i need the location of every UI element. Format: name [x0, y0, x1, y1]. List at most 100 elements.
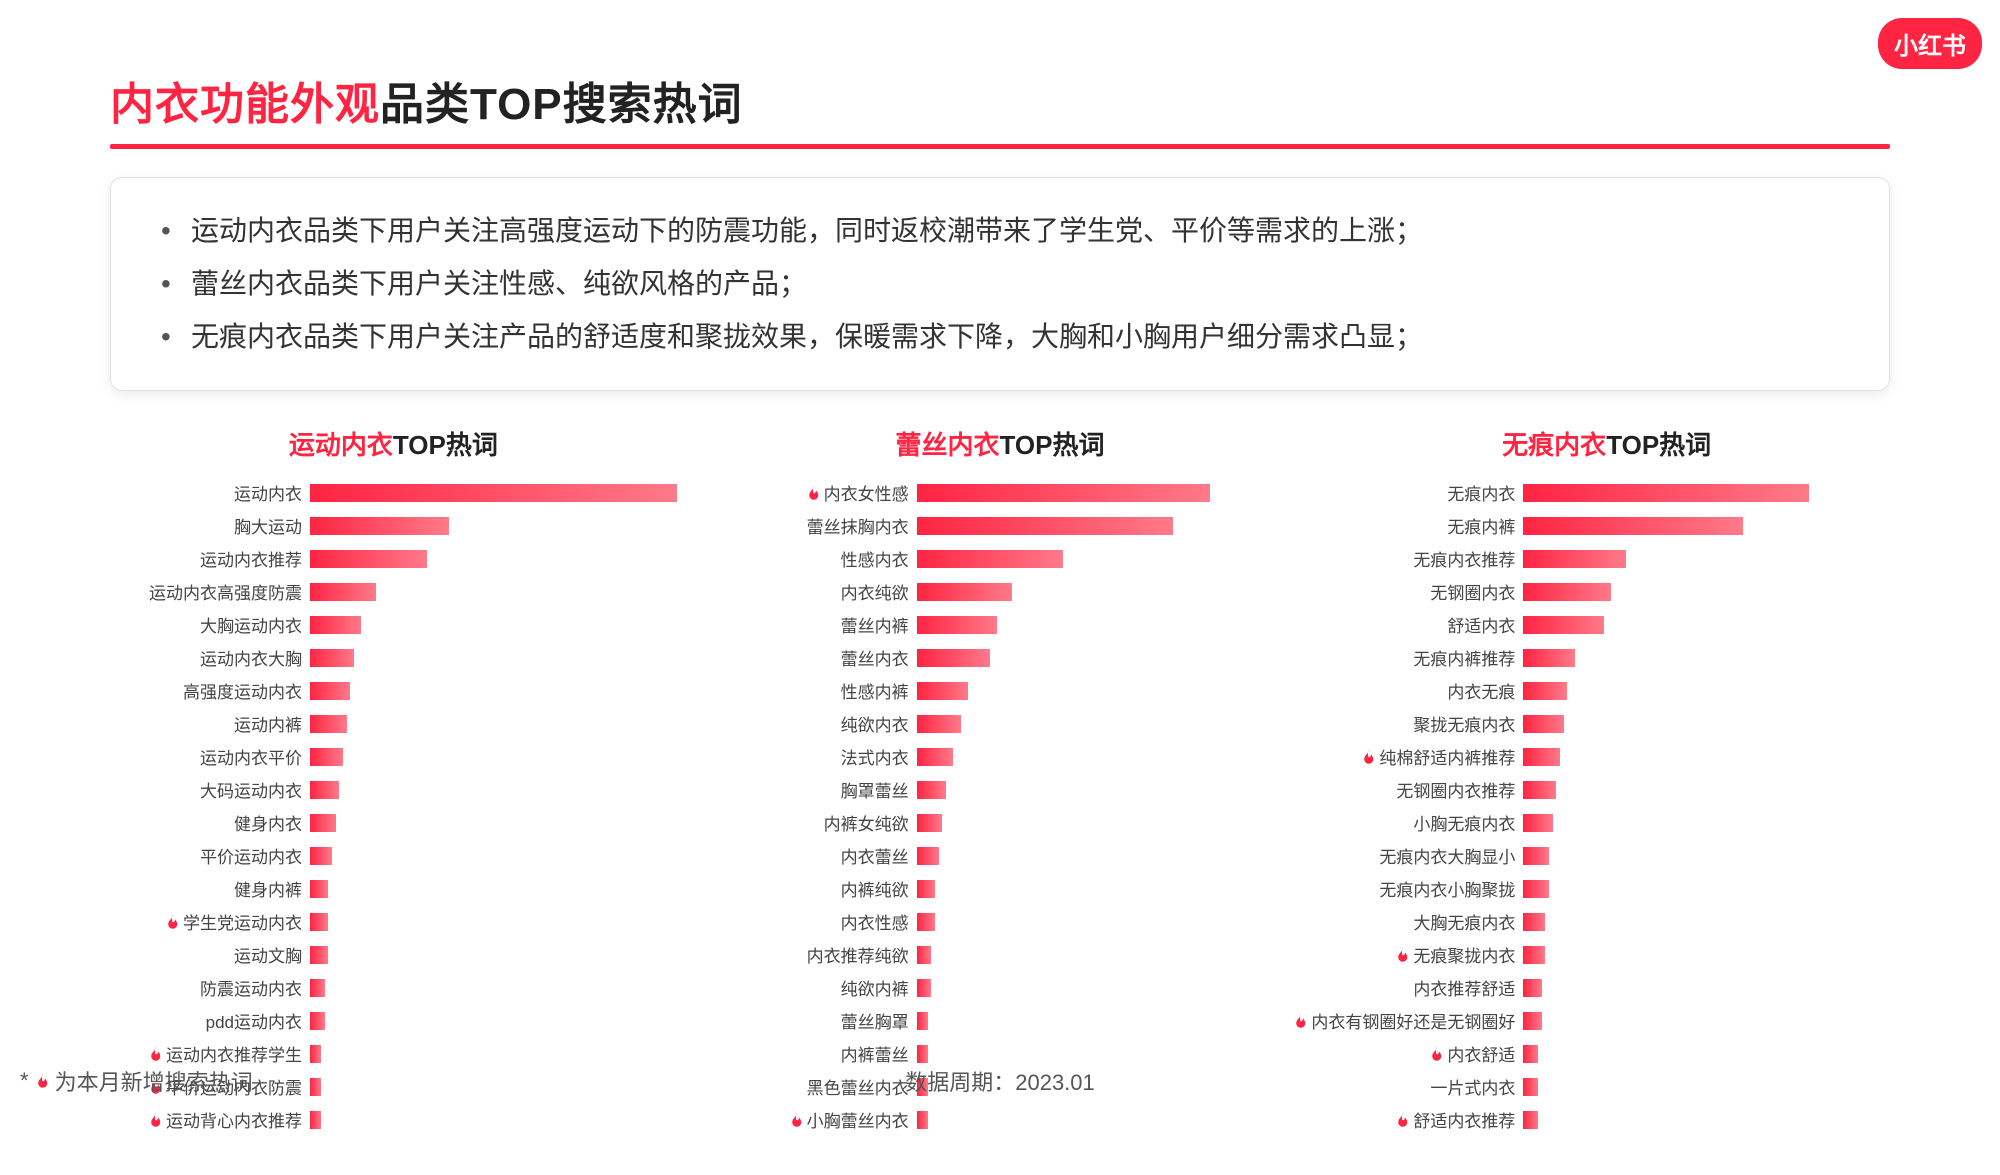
bar-fill: [917, 781, 946, 799]
chart-title-black: TOP热词: [1606, 430, 1711, 460]
bar-label-text: 性感内裤: [841, 678, 909, 703]
bar-label-text: 纯欲内衣: [841, 711, 909, 736]
title-black-part: 品类TOP搜索热词: [380, 80, 743, 129]
bar-label: 内裤蕾丝: [717, 1041, 917, 1066]
bar-row: 纯棉舒适内裤推荐: [1323, 742, 1890, 772]
bar-fill: [1523, 847, 1549, 865]
bar-row: 大码运动内衣: [110, 775, 677, 805]
bar-row: 大胸无痕内衣: [1323, 907, 1890, 937]
flame-icon: [1427, 1045, 1445, 1063]
bar-row: 内衣推荐纯欲: [717, 940, 1284, 970]
bar-fill: [917, 682, 968, 700]
bar-label: 内衣蕾丝: [717, 843, 917, 868]
bar-track: [310, 1072, 677, 1102]
bar-label: 无痕聚拢内衣: [1323, 942, 1523, 967]
bar-label: 舒适内衣: [1323, 612, 1523, 637]
bar-track: [917, 709, 1284, 739]
bar-row: 胸罩蕾丝: [717, 775, 1284, 805]
bar-row: 运动背心内衣推荐: [110, 1105, 677, 1135]
bar-track: [917, 544, 1284, 574]
bar-row: 大胸运动内衣: [110, 610, 677, 640]
bar-fill: [1523, 781, 1556, 799]
bar-label-text: 运动内裤: [234, 711, 302, 736]
bar-label-text: 学生党运动内衣: [183, 909, 302, 934]
title-underline: [110, 144, 1890, 149]
bar-fill: [1523, 1012, 1541, 1030]
bar-row: 运动内衣推荐: [110, 544, 677, 574]
bar-label: 平价运动内衣: [110, 843, 310, 868]
bar-label: 纯棉舒适内裤推荐: [1323, 744, 1523, 769]
bar-label: 内衣舒适: [1323, 1041, 1523, 1066]
bar-label: 小胸无痕内衣: [1323, 810, 1523, 835]
bar-track: [1523, 874, 1890, 904]
bar-fill: [1523, 682, 1567, 700]
bar-row: 内衣蕾丝: [717, 841, 1284, 871]
bar-fill: [310, 649, 354, 667]
chart-title-red: 无痕内衣: [1502, 430, 1606, 460]
bar-label: 大胸运动内衣: [110, 612, 310, 637]
bar-label: 蕾丝抹胸内衣: [717, 513, 917, 538]
bar-track: [1523, 1105, 1890, 1135]
bar-row: 无痕内衣小胸聚拢: [1323, 874, 1890, 904]
bar-row: 无钢圈内衣: [1323, 577, 1890, 607]
bar-row: 纯欲内裤: [717, 973, 1284, 1003]
bar-track: [917, 676, 1284, 706]
bar-label-text: 无钢圈内衣推荐: [1396, 777, 1515, 802]
bar-label: 性感内裤: [717, 678, 917, 703]
bar-fill: [917, 550, 1064, 568]
bar-track: [917, 973, 1284, 1003]
bar-label-text: pdd运动内衣: [206, 1008, 302, 1033]
bar-label: 学生党运动内衣: [110, 909, 310, 934]
bar-label-text: 高强度运动内衣: [183, 678, 302, 703]
bar-label: 蕾丝内衣: [717, 645, 917, 670]
bar-label: 胸大运动: [110, 513, 310, 538]
bar-chart: 运动内衣TOP热词运动内衣胸大运动运动内衣推荐运动内衣高强度防震大胸运动内衣运动…: [110, 425, 677, 1135]
bar-fill: [917, 946, 932, 964]
bar-fill: [310, 946, 328, 964]
bar-label: pdd运动内衣: [110, 1008, 310, 1033]
bar-fill: [1523, 1111, 1538, 1129]
bar-label: 防震运动内衣: [110, 975, 310, 1000]
bar-label-text: 无钢圈内衣: [1430, 579, 1515, 604]
bar-track: [310, 478, 677, 508]
title-red-part: 内衣功能外观: [110, 80, 380, 129]
bar-row: 一片式内衣: [1323, 1072, 1890, 1102]
insight-item: 运动内衣品类下用户关注高强度运动下的防震功能，同时返校潮带来了学生党、平价等需求…: [155, 204, 1845, 257]
insight-item: 无痕内衣品类下用户关注产品的舒适度和聚拢效果，保暖需求下降，大胸和小胸用户细分需…: [155, 310, 1845, 363]
footnote-asterisk: *: [20, 1068, 29, 1094]
bar-fill: [917, 484, 1210, 502]
bar-fill: [310, 484, 677, 502]
bar-track: [1523, 478, 1890, 508]
bar-label: 无痕内衣大胸显小: [1323, 843, 1523, 868]
chart-title: 运动内衣TOP热词: [110, 425, 677, 462]
bar-fill: [1523, 649, 1574, 667]
bar-label-text: 内衣有钢圈好还是无钢圈好: [1311, 1008, 1515, 1033]
bar-track: [917, 1105, 1284, 1135]
bar-label-text: 蕾丝抹胸内衣: [807, 513, 909, 538]
bar-fill: [310, 979, 325, 997]
bar-fill: [310, 814, 336, 832]
bar-label: 运动内衣推荐: [110, 546, 310, 571]
insight-list: 运动内衣品类下用户关注高强度运动下的防震功能，同时返校潮带来了学生党、平价等需求…: [155, 204, 1845, 364]
bar-row: 内衣纯欲: [717, 577, 1284, 607]
bar-track: [310, 742, 677, 772]
bar-row: 健身内衣: [110, 808, 677, 838]
bar-label-text: 运动内衣大胸: [200, 645, 302, 670]
flame-icon: [146, 1045, 164, 1063]
bar-row: 纯欲内衣: [717, 709, 1284, 739]
bar-chart: 无痕内衣TOP热词无痕内衣无痕内裤无痕内衣推荐无钢圈内衣舒适内衣无痕内裤推荐内衣…: [1323, 425, 1890, 1135]
bar-row: 无痕聚拢内衣: [1323, 940, 1890, 970]
bar-fill: [310, 1045, 321, 1063]
bar-fill: [917, 814, 943, 832]
flame-icon: [1291, 1012, 1309, 1030]
bar-label-text: 纯棉舒适内裤推荐: [1379, 744, 1515, 769]
bar-row: 无钢圈内衣推荐: [1323, 775, 1890, 805]
bar-track: [310, 709, 677, 739]
bar-track: [310, 808, 677, 838]
bar-label-text: 内衣纯欲: [841, 579, 909, 604]
bar-label-text: 舒适内衣: [1447, 612, 1515, 637]
flame-icon: [146, 1111, 164, 1129]
bar-label-text: 平价运动内衣: [200, 843, 302, 868]
bar-track: [1523, 808, 1890, 838]
chart-rows: 运动内衣胸大运动运动内衣推荐运动内衣高强度防震大胸运动内衣运动内衣大胸高强度运动…: [110, 478, 677, 1135]
